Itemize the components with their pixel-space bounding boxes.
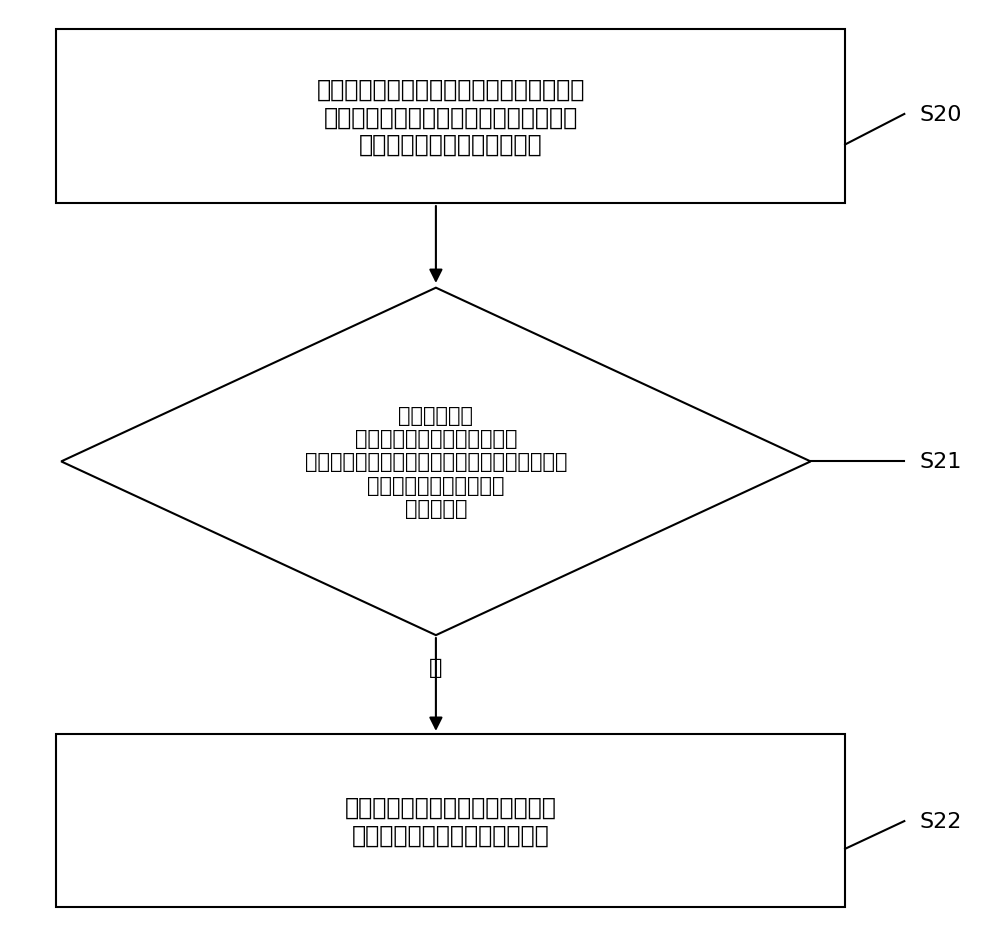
- FancyBboxPatch shape: [56, 734, 845, 907]
- Text: S22: S22: [919, 811, 961, 831]
- Polygon shape: [61, 288, 811, 636]
- Text: S20: S20: [919, 105, 962, 125]
- Text: 删除包含有最差的信号强度的已存
频点信息，并保存待存频点信息: 删除包含有最差的信号强度的已存 频点信息，并保存待存频点信息: [345, 795, 557, 846]
- Text: S21: S21: [919, 452, 961, 472]
- Text: 在已存频点信息对应的目标频点的数量达到
预设阈值之前，保存电台信息满足停台条
件的任一目标频点的频点信息: 在已存频点信息对应的目标频点的数量达到 预设阈值之前，保存电台信息满足停台条 件…: [317, 77, 585, 157]
- Text: 当已存频点信
息对应的目标频点的数量达到
预设阈值时，判断待存频点信息中的信号强度是
否大于各已存频点信息中
的信号强度: 当已存频点信 息对应的目标频点的数量达到 预设阈值时，判断待存频点信息中的信号强…: [305, 406, 567, 518]
- FancyBboxPatch shape: [56, 30, 845, 204]
- Text: 是: 是: [429, 658, 443, 678]
